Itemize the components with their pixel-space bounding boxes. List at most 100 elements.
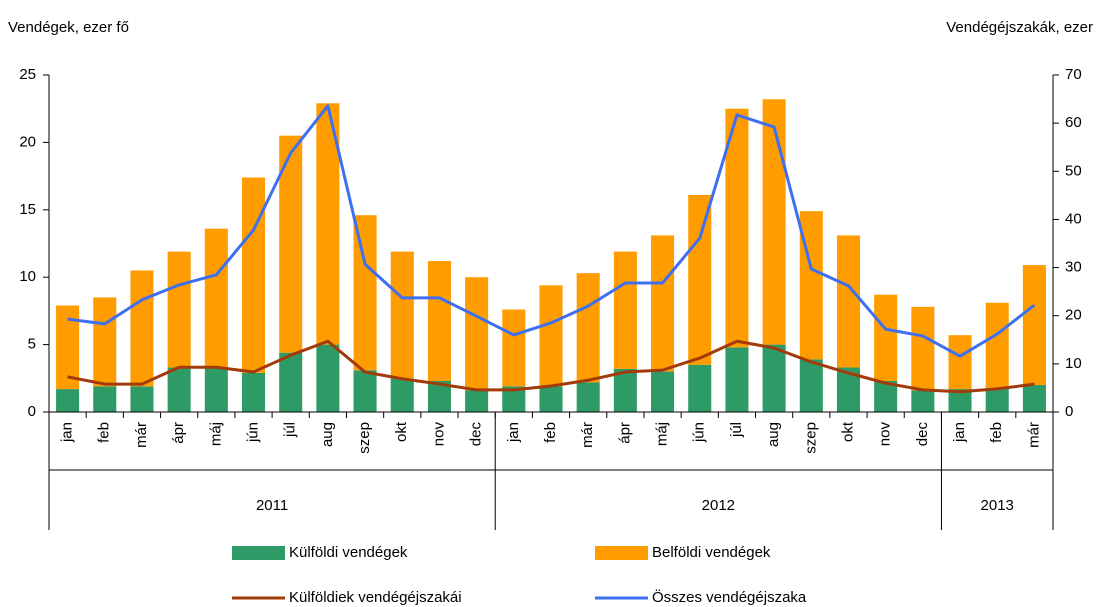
x-tick-label: már [133,422,150,448]
bar [651,235,675,372]
x-tick-label: feb [542,422,559,443]
y2-tick-label: 60 [1065,114,1082,131]
bar [502,386,526,412]
x-tick-label: már [1025,422,1042,448]
x-tick-label: feb [96,422,113,443]
bar [316,344,340,412]
x-tick-label: nov [430,422,447,447]
y2-tick-label: 70 [1065,66,1082,83]
bar [502,309,526,387]
bar [911,306,935,391]
x-tick-label: jún [244,422,261,443]
x-tick-label: aug [765,422,782,447]
bar [725,347,749,412]
legend-label: Külföldi vendégek [289,544,408,561]
legend-label: Összes vendégéjszaka [652,588,807,606]
x-tick-label: jún [691,422,708,443]
bar [539,386,563,412]
legend-label: Külföldiek vendégéjszakái [289,589,462,606]
bar [799,359,823,412]
x-group-label: 2012 [702,497,735,514]
bar [390,378,414,412]
bar [93,297,117,387]
x-tick-label: feb [988,422,1005,443]
x-tick-label: jan [505,422,522,443]
bar [56,305,80,390]
x-tick-label: dec [468,422,485,447]
bar [130,386,154,412]
bar [836,367,861,412]
x-tick-label: jan [59,422,76,443]
x-tick-label: okt [839,421,856,442]
bar [1022,265,1046,386]
x-tick-label: már [579,422,596,448]
y2-axis-label: Vendégéjszakák, ezer [946,19,1093,36]
bar [279,352,303,412]
bar [948,335,972,390]
y2-tick-label: 20 [1065,307,1082,324]
x-group-label: 2013 [981,497,1014,514]
y2-tick-label: 30 [1065,259,1082,276]
bar [985,387,1009,412]
x-tick-label: okt [393,421,410,442]
bar [427,261,451,381]
bar [316,103,340,345]
bar [465,277,489,391]
x-tick-label: ápr [170,422,187,444]
y2-tick-label: 50 [1065,162,1082,179]
bar [390,251,414,379]
bar [874,294,898,381]
bar [762,99,786,345]
bar [167,251,191,368]
bar [167,367,191,412]
y-tick-label: 5 [28,336,36,353]
y-tick-label: 25 [19,66,36,83]
bar [279,135,303,353]
legend-swatch [232,546,285,560]
x-tick-label: máj [207,422,224,446]
bar [204,228,228,368]
bar [130,270,154,387]
y2-tick-label: 10 [1065,355,1082,372]
bar [576,273,600,383]
bar [985,302,1009,388]
y2-tick-label: 0 [1065,403,1073,420]
bar [688,194,712,365]
bar [93,386,117,412]
y-tick-label: 20 [19,133,36,150]
x-tick-label: szep [356,422,373,454]
x-tick-label: júl [728,422,745,438]
bar [911,390,935,412]
x-tick-label: dec [914,422,931,447]
bar [762,344,786,412]
bar [725,108,749,348]
y-tick-label: 0 [28,403,36,420]
line [67,339,1035,394]
x-group-label: 2011 [256,497,288,514]
bar [576,382,600,412]
bar [353,215,377,371]
bar [836,235,861,368]
bar [427,380,451,412]
y2-tick-label: 40 [1065,210,1082,227]
bar [241,372,266,412]
legend-swatch [595,546,648,560]
y-axis-label: Vendégek, ezer fő [8,19,129,36]
bar [874,380,898,412]
x-tick-label: jan [951,422,968,443]
bar [465,390,489,412]
x-tick-label: szep [802,422,819,454]
bar [353,370,377,412]
x-tick-label: ápr [616,422,633,444]
bar [948,389,972,412]
bar [539,285,563,387]
x-tick-label: júl [282,422,299,438]
bar [56,389,80,412]
y-tick-label: 15 [19,201,36,218]
bar [613,251,637,369]
bar [688,364,712,412]
bar [1022,385,1046,412]
y-tick-label: 10 [19,268,36,285]
bar [204,367,228,412]
